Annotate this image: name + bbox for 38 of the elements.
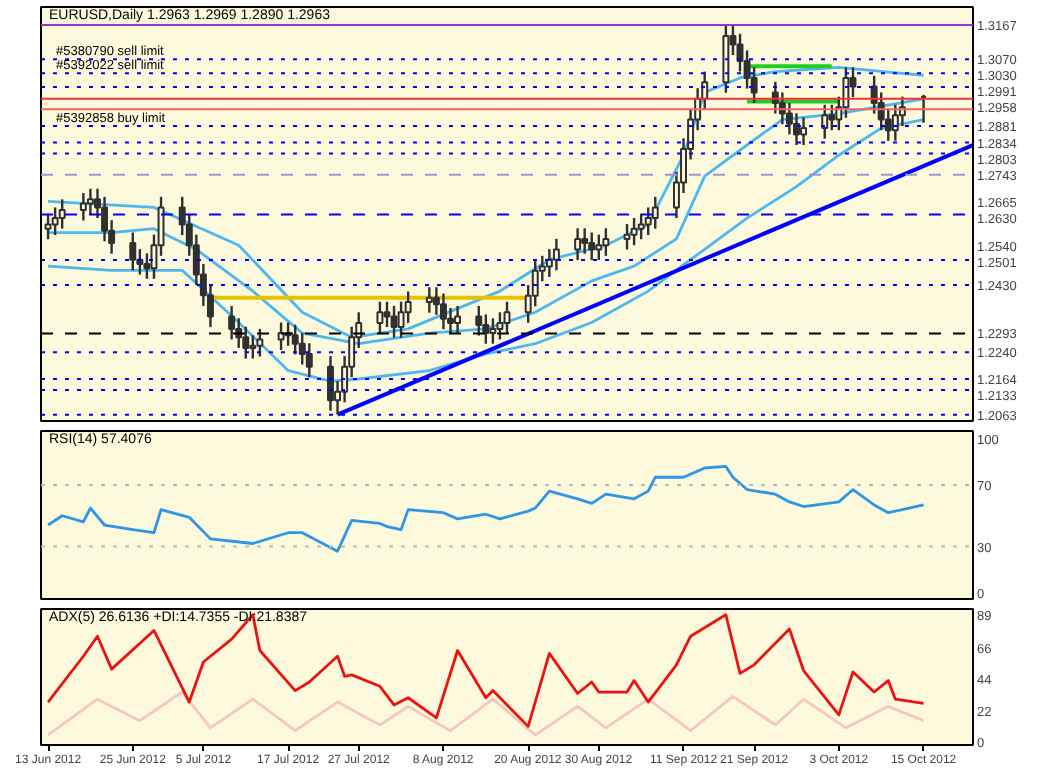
- candlestick: [651, 195, 659, 230]
- candlestick: [58, 198, 66, 230]
- candlestick: [489, 317, 497, 345]
- candlestick: [79, 191, 87, 222]
- candlestick: [602, 227, 610, 258]
- candlestick: [327, 354, 334, 412]
- candlestick: [821, 103, 829, 140]
- candlestick: [623, 222, 631, 251]
- candlestick: [376, 300, 384, 335]
- candlestick: [588, 231, 596, 262]
- candlestick: [581, 227, 589, 255]
- candlestick: [828, 103, 836, 132]
- candlestick: [425, 286, 433, 314]
- candlestick: [503, 300, 511, 335]
- candlestick: [454, 304, 462, 335]
- candlestick: [475, 304, 483, 337]
- candlestick: [595, 233, 603, 262]
- line-series: [46, 613, 925, 728]
- candlestick: [249, 334, 257, 360]
- candlestick: [86, 187, 94, 216]
- line-series: [46, 465, 925, 553]
- candlestick: [242, 325, 250, 360]
- candlestick: [143, 252, 151, 280]
- candlestick: [574, 227, 582, 262]
- candlestick: [390, 304, 398, 339]
- candlestick: [637, 212, 645, 241]
- candlestick: [129, 231, 137, 272]
- candlestick: [722, 24, 730, 94]
- candlestick: [439, 292, 447, 331]
- candlestick: [891, 103, 899, 142]
- candlestick: [228, 304, 236, 341]
- line-series: [46, 690, 925, 737]
- candlestick: [51, 206, 59, 237]
- candlestick: [800, 116, 808, 147]
- candlestick: [482, 313, 490, 345]
- candlestick: [552, 237, 560, 272]
- candlestick: [630, 216, 638, 247]
- candlestick: [256, 327, 264, 358]
